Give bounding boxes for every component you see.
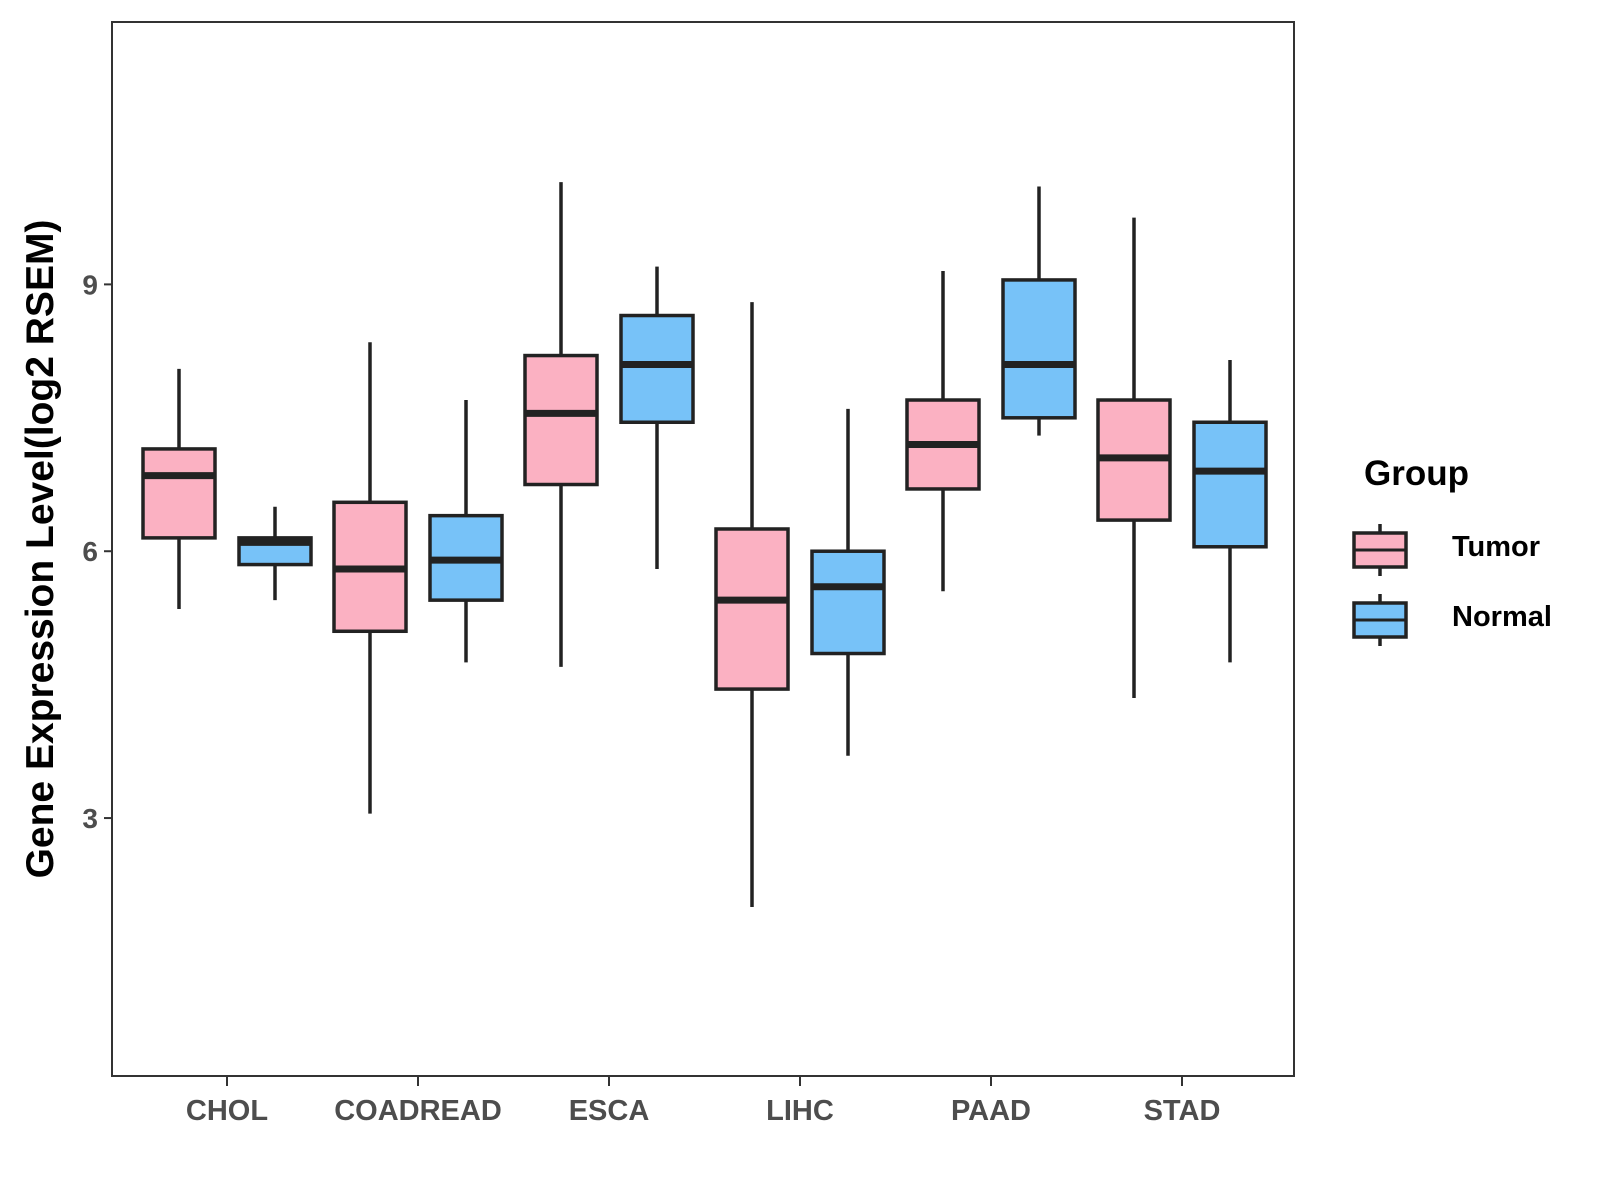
box-tumor-lihc	[714, 302, 790, 908]
box-iqr	[810, 549, 886, 656]
box-normal-coadread	[428, 400, 504, 663]
legend-title: Group	[1364, 454, 1469, 493]
box-tumor-esca	[523, 182, 599, 667]
x-tick-label-esca: ESCA	[569, 1095, 650, 1127]
legend-label-tumor: Tumor	[1452, 531, 1540, 563]
box-normal-esca	[619, 266, 695, 570]
x-tick-label-paad: PAAD	[951, 1095, 1031, 1127]
box-iqr	[1192, 420, 1268, 549]
y-axis-title: Gene Expression Level(log2 RSEM)	[19, 220, 62, 879]
y-tick-label: 9	[82, 269, 98, 300]
legend-keys	[1352, 524, 1408, 646]
y-tick-label: 3	[82, 803, 98, 834]
box-normal-paad	[1001, 186, 1077, 436]
legend: Group Tumor Normal	[1352, 454, 1552, 646]
box-iqr	[619, 313, 695, 425]
x-tick-label-chol: CHOL	[186, 1095, 268, 1127]
box-iqr	[141, 447, 217, 540]
y-tick-label: 6	[82, 536, 98, 567]
legend-label-normal: Normal	[1452, 601, 1552, 633]
box-tumor-stad	[1096, 217, 1172, 698]
legend-key-normal	[1352, 594, 1408, 646]
box-tumor-paad	[905, 271, 981, 592]
box-iqr	[1001, 278, 1077, 420]
x-tick-label-coadread: COADREAD	[334, 1095, 502, 1127]
legend-key-tumor	[1352, 524, 1408, 576]
boxes-layer	[141, 182, 1268, 908]
box-normal-chol	[237, 506, 313, 601]
box-tumor-chol	[141, 368, 217, 610]
x-tick-label-lihc: LIHC	[766, 1095, 834, 1127]
box-tumor-coadread	[332, 342, 408, 814]
y-axis: 3 6 9	[82, 269, 112, 834]
x-tick-label-stad: STAD	[1144, 1095, 1221, 1127]
box-normal-stad	[1192, 359, 1268, 663]
x-axis: CHOL COADREAD ESCA LIHC PAAD STAD	[186, 1076, 1220, 1127]
box-normal-lihc	[810, 408, 886, 756]
box-iqr	[714, 527, 790, 691]
box-iqr	[523, 353, 599, 487]
